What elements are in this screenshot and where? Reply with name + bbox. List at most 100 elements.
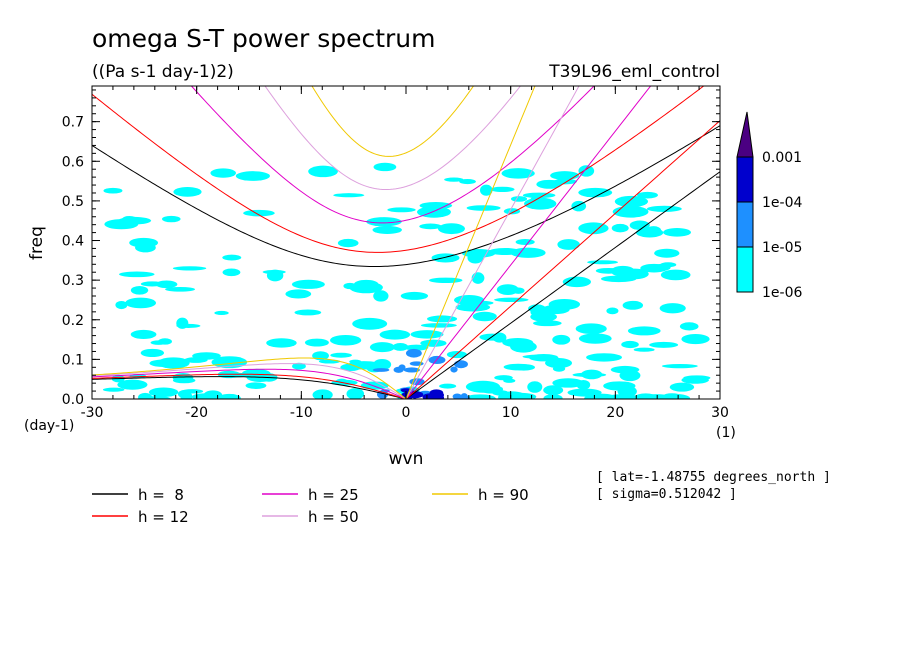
spectrum-patch: [543, 385, 564, 395]
spectrum-patch: [235, 171, 270, 181]
colorbar-segment: [736, 201, 754, 248]
spectrum-patch: [578, 187, 613, 198]
spectrum-patch: [117, 379, 148, 390]
spectrum-patch: [654, 248, 680, 258]
y-axis-label: freq: [27, 226, 47, 260]
dispersion-curve: [264, 86, 522, 191]
y-axis-unit: (day-1): [24, 418, 74, 434]
spectrum-patch: [211, 356, 248, 369]
spectrum-patch: [552, 378, 584, 388]
x-tick-label: -30: [81, 405, 104, 421]
spectrum-patch: [464, 394, 496, 399]
spectrum-patch: [115, 300, 128, 310]
chart-title: omega S-T power spectrum: [92, 24, 436, 53]
spectrum-patch: [655, 263, 671, 271]
spectrum-patch: [575, 323, 607, 335]
spectrum-patch: [400, 291, 429, 300]
spectrum-patch: [635, 227, 664, 238]
legend-label: h = 12: [138, 508, 189, 526]
spectrum-patch: [437, 223, 465, 235]
spectrum-patch: [454, 360, 468, 369]
spectrum-patch: [543, 394, 563, 399]
spectrum-patch: [387, 207, 416, 213]
spectrum-patch: [515, 238, 535, 245]
spectrum-patch: [533, 320, 562, 327]
spectrum-patch: [346, 388, 365, 399]
spectrum-patch: [155, 280, 178, 289]
spectrum-patch: [629, 220, 650, 230]
dispersion-curve: [405, 86, 652, 399]
plot-frame: [91, 85, 721, 400]
spectrum-patch: [492, 390, 509, 396]
chart-subtitle: ((Pa s-1 day-1)2): [92, 62, 234, 82]
spectrum-patch: [527, 381, 543, 393]
spectrum-patch: [639, 394, 674, 399]
spectrum-patch: [510, 196, 528, 202]
spectrum-shading: [102, 162, 711, 399]
x-tick-label: 0: [402, 405, 411, 421]
spectrum-patch: [404, 344, 429, 351]
spectrum-patch: [419, 223, 442, 230]
spectrum-patch: [587, 260, 619, 265]
spectrum-patch: [450, 366, 458, 373]
y-tick-label: 0.6: [62, 154, 84, 170]
colorbar-overflow-arrow: [736, 111, 754, 158]
spectrum-patch: [572, 372, 607, 378]
spectrum-patch: [125, 297, 157, 309]
spectrum-patch: [679, 322, 699, 331]
spectrum-patch: [460, 393, 469, 399]
spectrum-patch: [379, 329, 411, 340]
spectrum-patch: [548, 298, 581, 310]
spectrum-patch: [403, 367, 420, 373]
spectrum-patch: [557, 239, 580, 250]
spectrum-patch: [330, 352, 352, 358]
spectrum-patch: [158, 338, 172, 345]
spectrum-patch: [470, 300, 494, 306]
spectrum-patch: [140, 348, 165, 358]
spectrum-patch: [349, 359, 362, 364]
y-tick-label: 0.1: [62, 352, 84, 368]
dispersion-curve: [92, 357, 407, 399]
x-tick-label: -20: [185, 405, 208, 421]
y-tick-label: 0.7: [62, 115, 84, 131]
spectrum-patch: [480, 184, 493, 196]
info-latitude: [ lat=-1.48755 degrees_north ]: [596, 470, 831, 485]
dispersion-curve: [405, 171, 720, 399]
spectrum-patch: [621, 340, 639, 349]
spectrum-patch: [173, 186, 202, 197]
spectrum-patch: [372, 368, 390, 372]
spectrum-patch: [312, 389, 333, 399]
spectrum-patch: [181, 389, 204, 394]
spectrum-patch: [330, 334, 362, 346]
spectrum-patch: [536, 179, 563, 189]
spectrum-patch: [343, 282, 357, 290]
spectrum-patch: [663, 228, 691, 237]
x-axis-label: wvn: [389, 449, 424, 469]
y-tick-label: 0.3: [62, 273, 84, 289]
spectrum-patch: [496, 284, 519, 295]
spectrum-patch: [372, 225, 402, 234]
info-sigma: [ sigma=0.512042 ]: [596, 487, 737, 502]
spectrum-patch: [465, 380, 501, 393]
spectrum-patch: [633, 347, 655, 352]
legend-label: h = 25: [308, 486, 359, 504]
spectrum-patch: [488, 247, 521, 256]
y-tick-label: 0.0: [62, 392, 84, 408]
colorbar-label: 0.001: [762, 150, 802, 166]
spectrum-patch: [550, 171, 580, 180]
legend-label: h = 90: [478, 486, 529, 504]
spectrum-patch: [294, 309, 322, 316]
spectrum-patch: [172, 373, 194, 383]
spectrum-patch: [285, 289, 312, 299]
x-tick-label: -10: [290, 405, 313, 421]
spectrum-patch: [611, 223, 629, 233]
run-label: T39L96_eml_control: [548, 62, 720, 82]
spectrum-patch: [392, 342, 409, 351]
dispersion-curve: [92, 376, 407, 399]
spectrum-patch: [522, 192, 556, 199]
spectrum-patch: [140, 281, 164, 287]
spectrum-patch: [522, 354, 556, 359]
spectrum-patch: [627, 326, 661, 336]
spectrum-patch: [130, 329, 157, 339]
